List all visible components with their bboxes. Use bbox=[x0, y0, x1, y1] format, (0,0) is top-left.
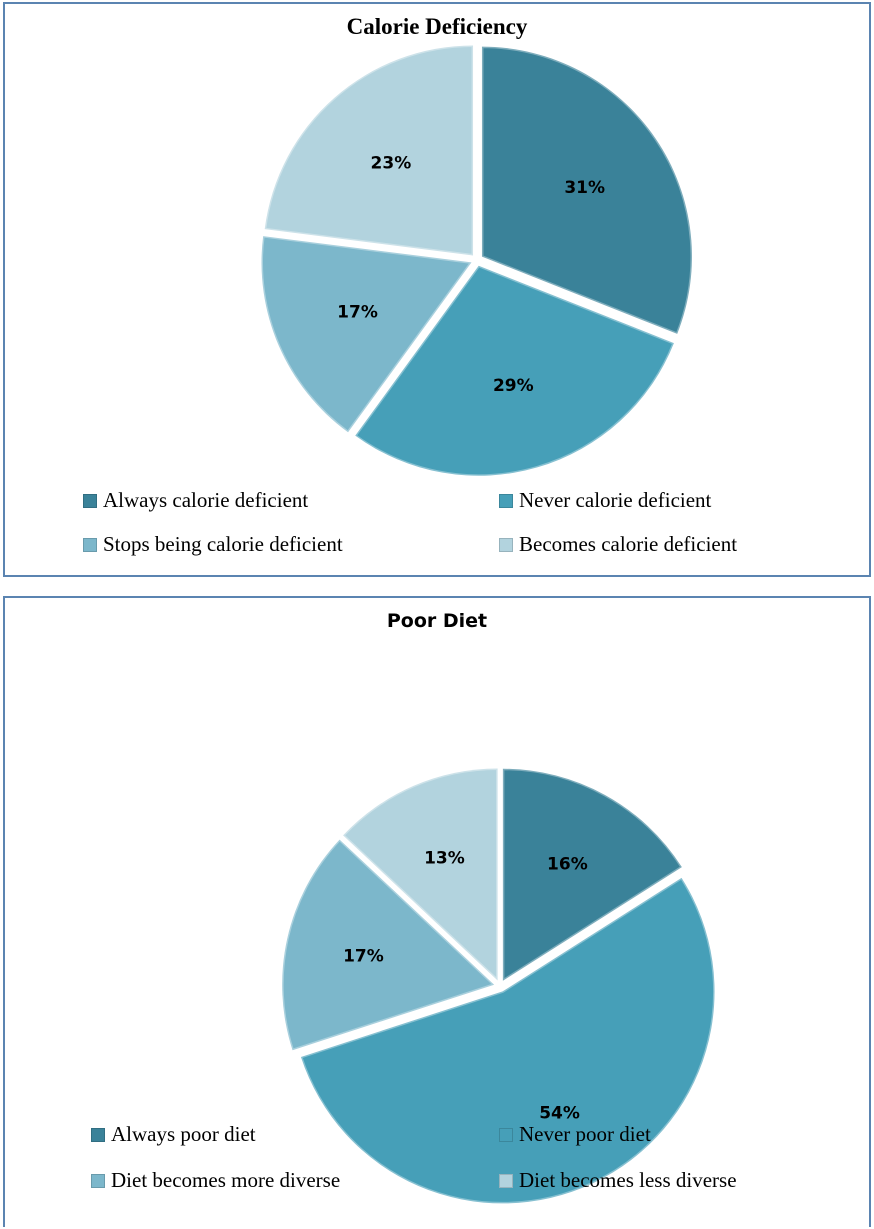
legend-item: Never calorie deficient bbox=[499, 488, 711, 513]
slice-data-label: 23% bbox=[371, 153, 412, 173]
legend-swatch bbox=[83, 537, 97, 552]
legend-label: Diet becomes more diverse bbox=[111, 1168, 341, 1192]
pie-slice bbox=[299, 875, 717, 1205]
slice-data-label: 31% bbox=[564, 178, 605, 198]
legend-swatch bbox=[499, 537, 513, 552]
legend-swatch bbox=[91, 1127, 105, 1142]
pie-slice bbox=[263, 43, 475, 258]
pie-slice bbox=[353, 263, 676, 478]
slice-data-label: 29% bbox=[493, 376, 534, 396]
legend-item: Always poor diet bbox=[91, 1122, 256, 1147]
slice-data-label: 13% bbox=[424, 849, 465, 869]
legend-item: Stops being calorie deficient bbox=[83, 532, 343, 557]
chart-title: Poor Diet bbox=[386, 610, 488, 632]
chart-panel-poor-diet: Poor Diet 16% 54% 17% 13% Always poor diet … bbox=[3, 596, 871, 1227]
chart-title: Calorie Deficiency bbox=[346, 14, 528, 39]
legend-label: Becomes calorie deficient bbox=[519, 532, 738, 556]
legend-label: Never poor diet bbox=[519, 1122, 651, 1146]
slice-data-label: 16% bbox=[547, 854, 588, 874]
legend-label: Diet becomes less diverse bbox=[519, 1168, 737, 1192]
legend-swatch bbox=[91, 1173, 105, 1188]
chart-panel-calorie-deficiency: Calorie Deficiency 31% 29% 17% 23% Always c… bbox=[3, 2, 871, 577]
legend-item: Diet becomes more diverse bbox=[91, 1168, 340, 1193]
legend-swatch bbox=[499, 1173, 513, 1188]
legend-swatch bbox=[499, 1127, 513, 1142]
legend-item: Diet becomes less diverse bbox=[499, 1168, 737, 1193]
slice-data-label: 17% bbox=[337, 303, 378, 323]
pie-slice bbox=[340, 766, 500, 984]
pie-chart-calorie-deficiency: 31% 29% 17% 23% bbox=[260, 43, 694, 478]
legend-label: Always calorie deficient bbox=[103, 488, 309, 512]
pie-chart-poor-diet: 16% 54% 17% 13% bbox=[280, 766, 717, 1205]
legend-item: Never poor diet bbox=[499, 1122, 651, 1147]
pie-slice bbox=[260, 234, 475, 435]
legend-label: Never calorie deficient bbox=[519, 488, 712, 512]
legend-label: Always poor diet bbox=[111, 1122, 256, 1146]
slice-data-label: 17% bbox=[343, 946, 384, 966]
slice-data-label: 54% bbox=[539, 1104, 580, 1124]
legend-swatch bbox=[83, 493, 97, 508]
legend-item: Always calorie deficient bbox=[83, 488, 308, 513]
pie-slice bbox=[280, 837, 498, 1053]
legend-swatch bbox=[499, 493, 513, 508]
pie-slice bbox=[501, 767, 684, 984]
legend-item: Becomes calorie deficient bbox=[499, 532, 737, 557]
legend-label: Stops being calorie deficient bbox=[103, 532, 343, 556]
pie-slice bbox=[480, 45, 694, 336]
